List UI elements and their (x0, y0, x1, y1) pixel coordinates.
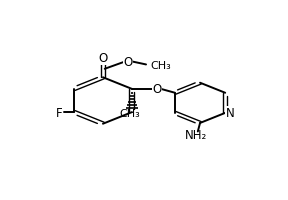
Text: N: N (226, 107, 235, 120)
Text: F: F (56, 106, 63, 119)
Text: O: O (153, 83, 162, 95)
Text: O: O (124, 56, 133, 69)
Text: CH₃: CH₃ (151, 61, 171, 71)
Text: O: O (98, 52, 108, 65)
Text: NH₂: NH₂ (184, 129, 207, 142)
Text: CH₃: CH₃ (119, 109, 140, 119)
